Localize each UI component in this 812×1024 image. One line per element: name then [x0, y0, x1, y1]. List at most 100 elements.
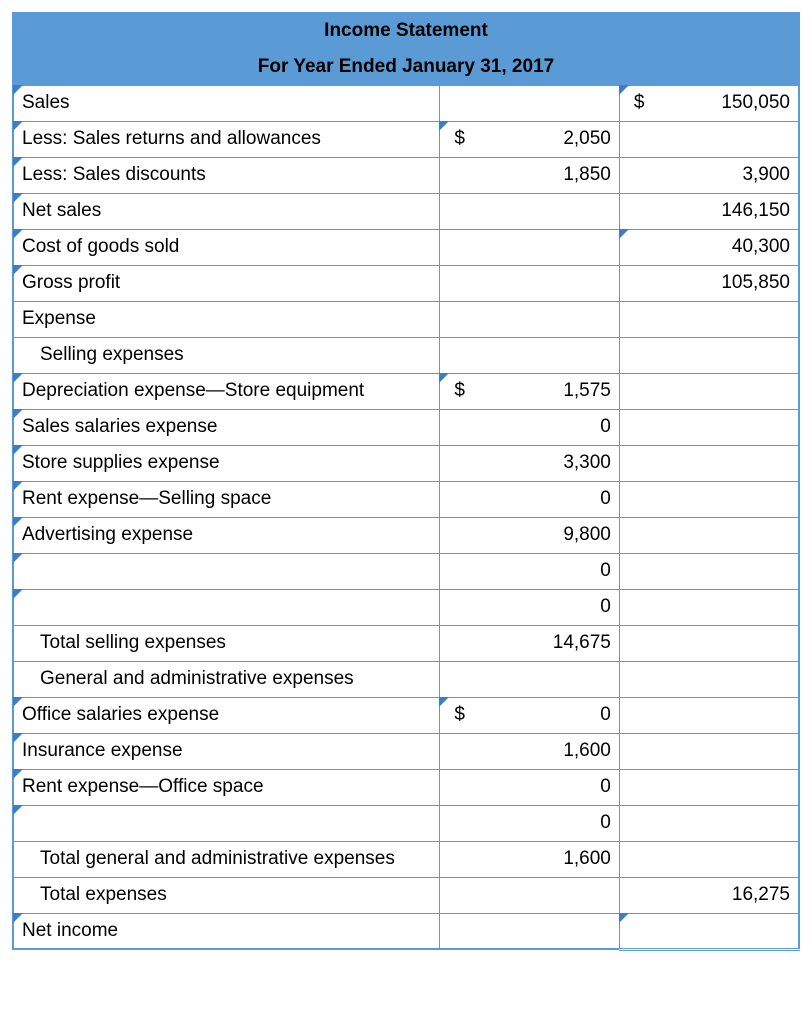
table-row: Expense — [13, 301, 799, 337]
table-row: Office salaries expense$0 — [13, 697, 799, 733]
amount-cell — [619, 769, 799, 805]
table-row: Total selling expenses 14,675 — [13, 625, 799, 661]
amount-cell — [619, 481, 799, 517]
amount-cell: 0 — [440, 805, 620, 841]
amount-cell: 14,675 — [440, 625, 620, 661]
amount-cell: $1,575 — [440, 373, 620, 409]
amount-cell — [619, 373, 799, 409]
amount-cell — [440, 337, 620, 373]
row-label: Total selling expenses — [13, 625, 440, 661]
row-label: Net income — [13, 913, 440, 949]
row-label: Total expenses — [13, 877, 440, 913]
row-label: Cost of goods sold — [13, 229, 440, 265]
table-row: Store supplies expense 3,300 — [13, 445, 799, 481]
amount-cell: 105,850 — [619, 265, 799, 301]
amount-cell — [619, 409, 799, 445]
amount-value: 3,300 — [563, 452, 611, 474]
amount-value: 1,575 — [563, 380, 611, 402]
amount-cell — [619, 733, 799, 769]
table-row: 0 — [13, 553, 799, 589]
amount-cell: $150,050 — [619, 85, 799, 121]
table-row: Rent expense—Office space 0 — [13, 769, 799, 805]
row-label: Insurance expense — [13, 733, 440, 769]
amount-cell: 146,150 — [619, 193, 799, 229]
amount-cell — [440, 265, 620, 301]
table-row: 0 — [13, 589, 799, 625]
table-row: Net sales 146,150 — [13, 193, 799, 229]
amount-value: 105,850 — [721, 272, 790, 294]
amount-cell: 0 — [440, 769, 620, 805]
row-label: Less: Sales returns and allowances — [13, 121, 440, 157]
amount-cell — [619, 517, 799, 553]
amount-cell — [440, 877, 620, 913]
row-label: Advertising expense — [13, 517, 440, 553]
table-row: General and administrative expenses — [13, 661, 799, 697]
amount-value: 1,600 — [563, 848, 611, 870]
row-label: Store supplies expense — [13, 445, 440, 481]
amount-cell — [619, 661, 799, 697]
amount-cell — [619, 553, 799, 589]
table-row: Net income — [13, 913, 799, 949]
currency-symbol: $ — [448, 704, 465, 726]
table-row: Total expenses 16,275 — [13, 877, 799, 913]
amount-value: 146,150 — [721, 200, 790, 222]
amount-cell — [619, 841, 799, 877]
currency-symbol: $ — [448, 380, 465, 402]
amount-value: 0 — [600, 704, 611, 726]
table-row: Less: Sales discounts1,8503,900 — [13, 157, 799, 193]
currency-symbol: $ — [448, 128, 465, 150]
row-label: General and administrative expenses — [13, 661, 440, 697]
amount-cell — [440, 301, 620, 337]
amount-cell: 0 — [440, 409, 620, 445]
amount-value: 1,600 — [563, 740, 611, 762]
income-statement-table: Income Statement For Year Ended January … — [12, 12, 800, 951]
row-label: Total general and administrative expense… — [13, 841, 440, 877]
table-row: Cost of goods sold 40,300 — [13, 229, 799, 265]
amount-cell: 0 — [440, 589, 620, 625]
amount-value: 150,050 — [721, 92, 790, 114]
row-label — [13, 805, 440, 841]
table-row: Sales $150,050 — [13, 85, 799, 121]
amount-cell — [440, 913, 620, 949]
row-label: Expense — [13, 301, 440, 337]
table-row: Advertising expense9,800 — [13, 517, 799, 553]
statement-subtitle: For Year Ended January 31, 2017 — [13, 49, 799, 85]
currency-symbol: $ — [628, 92, 645, 114]
amount-cell: 40,300 — [619, 229, 799, 265]
amount-cell — [619, 121, 799, 157]
row-label: Net sales — [13, 193, 440, 229]
amount-cell — [619, 697, 799, 733]
table-row: Rent expense—Selling space 0 — [13, 481, 799, 517]
amount-cell: $2,050 — [440, 121, 620, 157]
amount-cell — [619, 625, 799, 661]
amount-cell: 9,800 — [440, 517, 620, 553]
table-row: Selling expenses — [13, 337, 799, 373]
amount-value: 14,675 — [553, 632, 611, 654]
row-label: Sales — [13, 85, 440, 121]
table-row: Less: Sales returns and allowances$2,050 — [13, 121, 799, 157]
amount-cell — [619, 445, 799, 481]
table-row: Sales salaries expense0 — [13, 409, 799, 445]
amount-cell: 0 — [440, 553, 620, 589]
amount-value: 1,850 — [563, 164, 611, 186]
amount-value: 0 — [600, 596, 611, 618]
amount-cell — [619, 337, 799, 373]
amount-value: 0 — [600, 812, 611, 834]
title-row: Income Statement — [13, 13, 799, 49]
amount-value: 0 — [600, 488, 611, 510]
table-row: Total general and administrative expense… — [13, 841, 799, 877]
amount-cell — [440, 661, 620, 697]
row-label: Sales salaries expense — [13, 409, 440, 445]
amount-cell — [440, 229, 620, 265]
amount-value: 16,275 — [732, 884, 790, 906]
statement-title: Income Statement — [13, 13, 799, 49]
amount-cell: 3,900 — [619, 157, 799, 193]
row-label: Rent expense—Selling space — [13, 481, 440, 517]
row-label: Rent expense—Office space — [13, 769, 440, 805]
amount-cell: 3,300 — [440, 445, 620, 481]
amount-cell: $0 — [440, 697, 620, 733]
amount-value: 0 — [600, 776, 611, 798]
amount-cell — [619, 589, 799, 625]
amount-cell: 0 — [440, 481, 620, 517]
row-label: Depreciation expense—Store equipment — [13, 373, 440, 409]
